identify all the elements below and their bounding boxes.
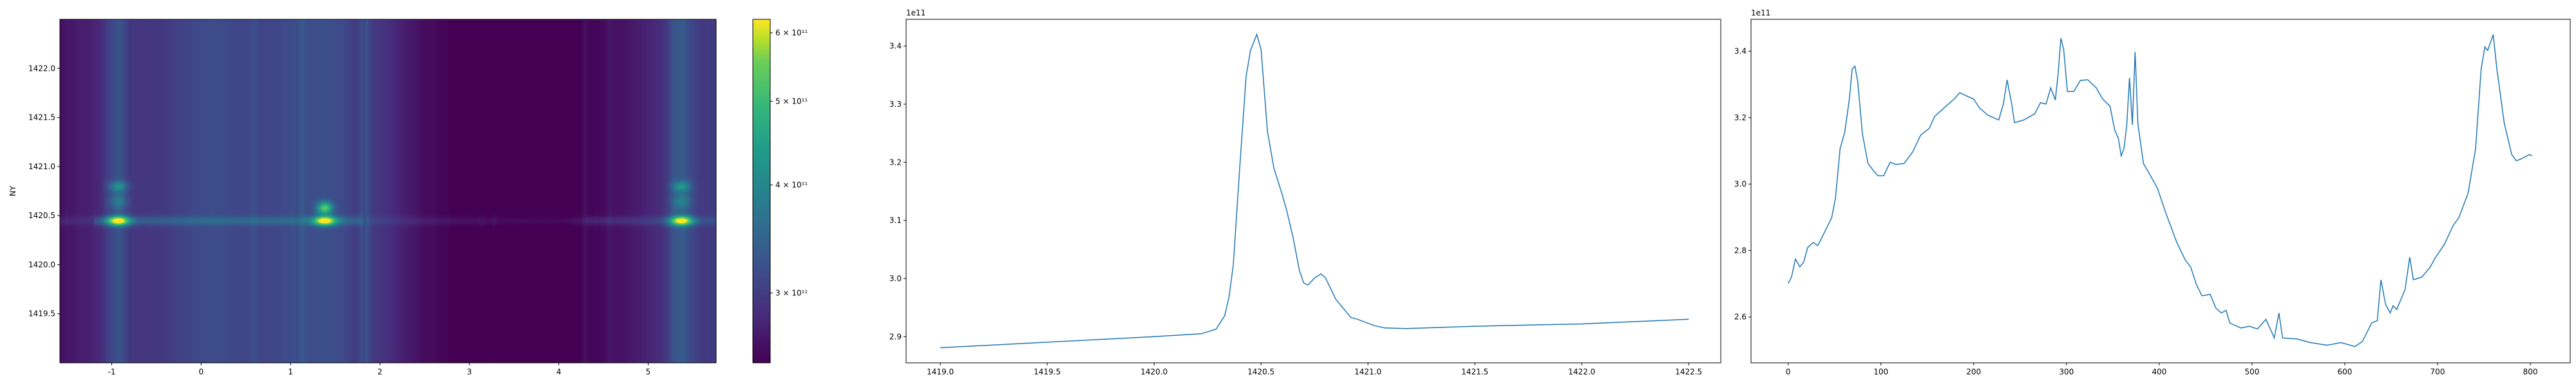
y-tick-label: 1419.5	[28, 309, 55, 318]
colorbar-tick-label: 5 × 10¹¹	[775, 96, 808, 106]
x-tick-label: 800	[2523, 367, 2538, 376]
right-offset-label: 1e11	[1751, 8, 1770, 17]
x-tick-label: 0	[1786, 367, 1791, 376]
x-tick-label: 1420.5	[1247, 367, 1274, 376]
colorbar-frame	[752, 19, 771, 363]
x-tick-label: 1	[288, 367, 293, 376]
y-tick-label: 2.9	[889, 332, 902, 341]
y-tick-label: 3.2	[1734, 113, 1747, 122]
x-tick-label: 400	[2152, 367, 2166, 376]
y-tick-label: 3.2	[889, 158, 902, 167]
heatmap-ylabel: NY	[8, 185, 17, 196]
y-tick-label: 3.0	[1734, 179, 1747, 188]
x-tick-label: 1419.0	[927, 367, 954, 376]
axes-1: 1419.0 1419.5 1420.0 1420.5 1421.0 1421.5 1422…	[889, 19, 1721, 376]
y-tick-label: 3.3	[889, 100, 902, 109]
colorbar-tick-label: 6 × 10¹¹	[775, 28, 808, 37]
x-tick-label: 1419.5	[1034, 367, 1061, 376]
axes-frame	[1750, 19, 2571, 363]
colorbar-gradient	[753, 19, 770, 363]
x-tick-label: 1422.5	[1675, 367, 1702, 376]
y-tick-label: 3.0	[889, 274, 902, 283]
x-tick-label: 1420.0	[1141, 367, 1168, 376]
middle-offset-label: 1e11	[906, 8, 925, 17]
x-tick-label: 600	[2337, 367, 2352, 376]
y-tick-label: 3.1	[889, 216, 902, 225]
x-tick-label: 300	[2059, 367, 2074, 376]
x-tick-label: 500	[2244, 367, 2259, 376]
x-tick-label: 5	[646, 367, 651, 376]
series-line	[940, 33, 1689, 349]
colorbar: 3 × 10¹¹ 4 × 10¹¹ 5 × 10¹¹ 6 × 10¹¹	[752, 19, 808, 363]
x-tick-label: 1421.0	[1354, 367, 1381, 376]
x-tick-label: -1	[108, 367, 116, 376]
axes-frame	[905, 19, 1721, 363]
x-tick-label: 100	[1873, 367, 1888, 376]
x-tick-label: 3	[467, 367, 472, 376]
series-line	[1787, 34, 2533, 347]
x-tick-label: 700	[2430, 367, 2445, 376]
x-tick-label: 0	[199, 367, 204, 376]
y-tick-label: 3.4	[1734, 47, 1747, 56]
x-tick-label: 200	[1966, 367, 1981, 376]
y-tick-label: 1422.0	[28, 64, 55, 73]
y-tick-label: 1420.5	[28, 211, 55, 220]
y-tick-label: 1421.5	[28, 113, 55, 122]
y-tick-label: 1421.0	[28, 162, 55, 171]
y-tick-label: 1420.0	[28, 260, 55, 269]
colorbar-tick-label: 3 × 10¹¹	[775, 288, 808, 297]
y-tick-label: 2.6	[1734, 313, 1747, 322]
x-tick-label: 4	[556, 367, 562, 376]
colorbar-tick-label: 4 × 10¹¹	[775, 181, 808, 190]
axes-frame	[59, 19, 717, 363]
y-tick-label: 2.8	[1734, 246, 1747, 255]
x-tick-label: 2	[377, 367, 383, 376]
axes-0: -1 0 1 2 3 4 5 1419.5 1420.0 1420.5 1421.0 1421.5 14…	[28, 19, 717, 376]
x-tick-label: 1422.0	[1568, 367, 1595, 376]
x-tick-label: 1421.5	[1461, 367, 1488, 376]
axes-2: 0 100 200 300 400 500 600 700 800 2.6 2.8 3.0 3.2 3.4	[1734, 19, 2571, 376]
heatmap-image	[60, 19, 716, 363]
y-tick-label: 3.4	[889, 42, 902, 51]
